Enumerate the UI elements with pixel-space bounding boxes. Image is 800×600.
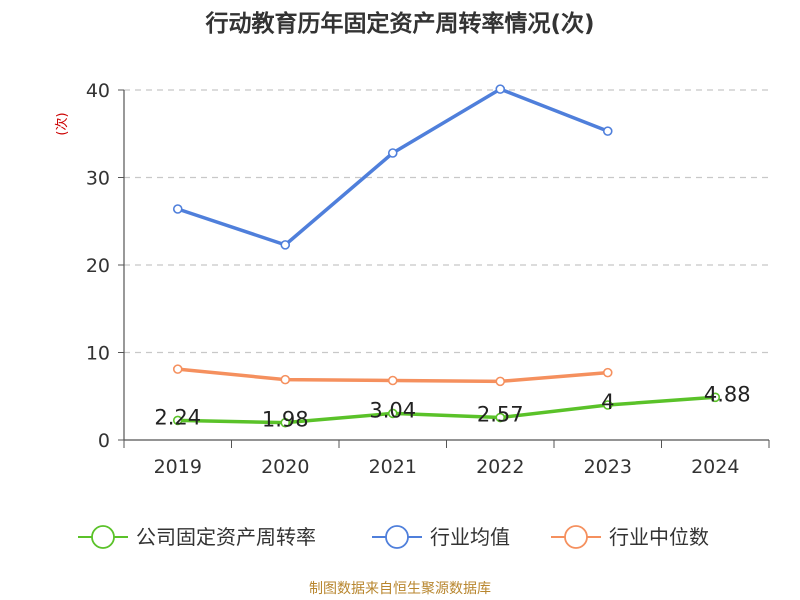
legend-label: 行业中位数 <box>609 525 709 549</box>
data-label: 2.57 <box>477 403 524 427</box>
series-line-1 <box>176 87 610 247</box>
y-tick-label: 0 <box>98 430 110 452</box>
legend-item-2[interactable]: 行业中位数 <box>551 525 709 549</box>
data-point <box>602 367 613 378</box>
legend[interactable]: 公司固定资产周转率 行业均值 行业中位数 <box>78 525 709 549</box>
data-point <box>495 376 506 387</box>
chart-title: 行动教育历年固定资产周转率情况(次) <box>205 11 595 37</box>
legend-label: 公司固定资产周转率 <box>136 525 316 549</box>
x-tick-label-2024: 2024 <box>691 456 739 478</box>
data-label: 4 <box>601 390 614 414</box>
legend-item-0[interactable]: 公司固定资产周转率 <box>78 525 316 549</box>
y-axis-unit-label: (次) <box>54 112 70 135</box>
data-point <box>280 417 291 428</box>
x-tick-label-2020: 2020 <box>261 456 309 478</box>
data-point <box>387 148 398 158</box>
data-point <box>280 374 291 385</box>
legend-marker <box>91 525 115 549</box>
series-line-0 <box>176 395 717 425</box>
legend-marker <box>564 525 588 549</box>
data-point <box>602 126 613 136</box>
data-label: 4.88 <box>704 382 751 406</box>
legend-marker <box>385 525 409 549</box>
legend-item-1[interactable]: 行业均值 <box>372 525 510 549</box>
y-tick-label: 30 <box>86 168 110 190</box>
data-point <box>172 415 183 426</box>
y-tick-label: 40 <box>86 80 110 102</box>
gridlines <box>124 89 769 354</box>
data-point <box>280 240 291 250</box>
y-tick-label: 10 <box>86 343 110 365</box>
legend-label: 行业均值 <box>430 525 510 549</box>
axes: 0 10 20 30 40 2019 2020 2021 2022 2023 2024 <box>86 80 770 478</box>
data-point <box>495 412 506 423</box>
data-label: 3.04 <box>369 398 416 422</box>
x-tick-label-2019: 2019 <box>154 456 202 478</box>
data-point <box>495 84 506 94</box>
y-tick-label: 20 <box>86 255 110 277</box>
source-note: 制图数据来自恒生聚源数据库 <box>309 581 491 597</box>
x-tick-label-2021: 2021 <box>369 456 417 478</box>
data-labels: 2.24 1.98 3.04 2.57 4 4.88 <box>154 382 750 431</box>
data-label: 1.98 <box>262 408 309 432</box>
data-point <box>172 204 183 214</box>
data-point <box>387 408 398 419</box>
data-point <box>602 400 613 410</box>
data-point <box>710 392 721 403</box>
series-lines <box>172 84 721 428</box>
data-point <box>387 375 398 386</box>
data-label: 2.24 <box>154 405 201 429</box>
x-tick-label-2023: 2023 <box>584 456 632 478</box>
x-tick-label-2022: 2022 <box>476 456 524 478</box>
data-point <box>172 364 183 374</box>
